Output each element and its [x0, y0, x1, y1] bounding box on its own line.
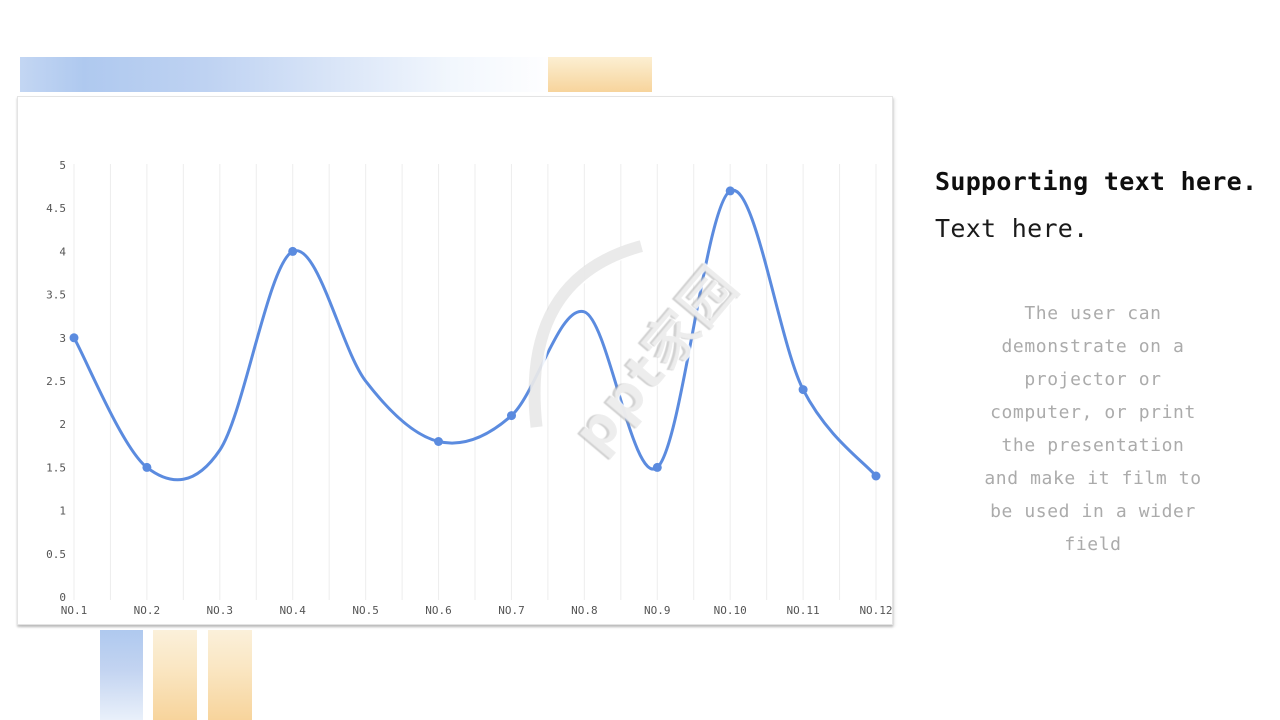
svg-text:NO.4: NO.4: [279, 604, 306, 617]
paragraph-line: the presentation: [1001, 435, 1185, 456]
top-accent-bar-orange: [548, 57, 652, 92]
paragraph-line: projector or: [1024, 369, 1162, 390]
svg-text:5: 5: [59, 159, 66, 172]
paragraph-line: and make it film to: [984, 468, 1202, 489]
svg-text:0: 0: [59, 591, 66, 604]
svg-text:NO.1: NO.1: [61, 604, 88, 617]
svg-text:NO.5: NO.5: [352, 604, 379, 617]
svg-text:NO.3: NO.3: [207, 604, 234, 617]
line-chart: 0 0.5 1 1.5 2 2.5 3 3.5 4 4.5 5 NO.1 NO.2 NO.3 NO.4 NO.…: [46, 159, 892, 617]
paragraph-line: be used in a wider: [990, 501, 1196, 522]
svg-text:NO.2: NO.2: [134, 604, 161, 617]
svg-text:3: 3: [59, 332, 66, 345]
svg-text:NO.8: NO.8: [571, 604, 598, 617]
paragraph-line: demonstrate on a: [1001, 336, 1185, 357]
svg-text:4: 4: [59, 245, 66, 258]
svg-text:2.5: 2.5: [46, 375, 66, 388]
paragraph-line: field: [1064, 534, 1122, 555]
svg-text:NO.10: NO.10: [714, 604, 747, 617]
heading-secondary: Text here.: [935, 214, 1089, 243]
bottom-bar-orange-1: [153, 630, 197, 720]
svg-text:NO.9: NO.9: [644, 604, 671, 617]
svg-text:4.5: 4.5: [46, 202, 66, 215]
svg-text:NO.6: NO.6: [425, 604, 452, 617]
svg-text:NO.11: NO.11: [787, 604, 820, 617]
bottom-bar-orange-2: [208, 630, 252, 720]
svg-text:2: 2: [59, 418, 66, 431]
svg-text:1: 1: [59, 505, 66, 518]
body-paragraph: The user can demonstrate on a projector or…: [940, 297, 1246, 561]
svg-text:3.5: 3.5: [46, 289, 66, 302]
heading-primary: Supporting text here.: [935, 167, 1258, 196]
svg-text:1.5: 1.5: [46, 461, 66, 474]
chart-panel: 0 0.5 1 1.5 2 2.5 3 3.5 4 4.5 5 NO.1 NO.2 NO.3 NO.4 NO.…: [17, 96, 893, 625]
bottom-bar-blue: [100, 630, 143, 720]
paragraph-line: The user can: [1024, 303, 1162, 324]
svg-text:NO.7: NO.7: [498, 604, 525, 617]
svg-text:0.5: 0.5: [46, 548, 66, 561]
top-accent-bar-blue: [20, 57, 548, 92]
paragraph-line: computer, or print: [990, 402, 1196, 423]
svg-text:NO.12: NO.12: [859, 604, 892, 617]
